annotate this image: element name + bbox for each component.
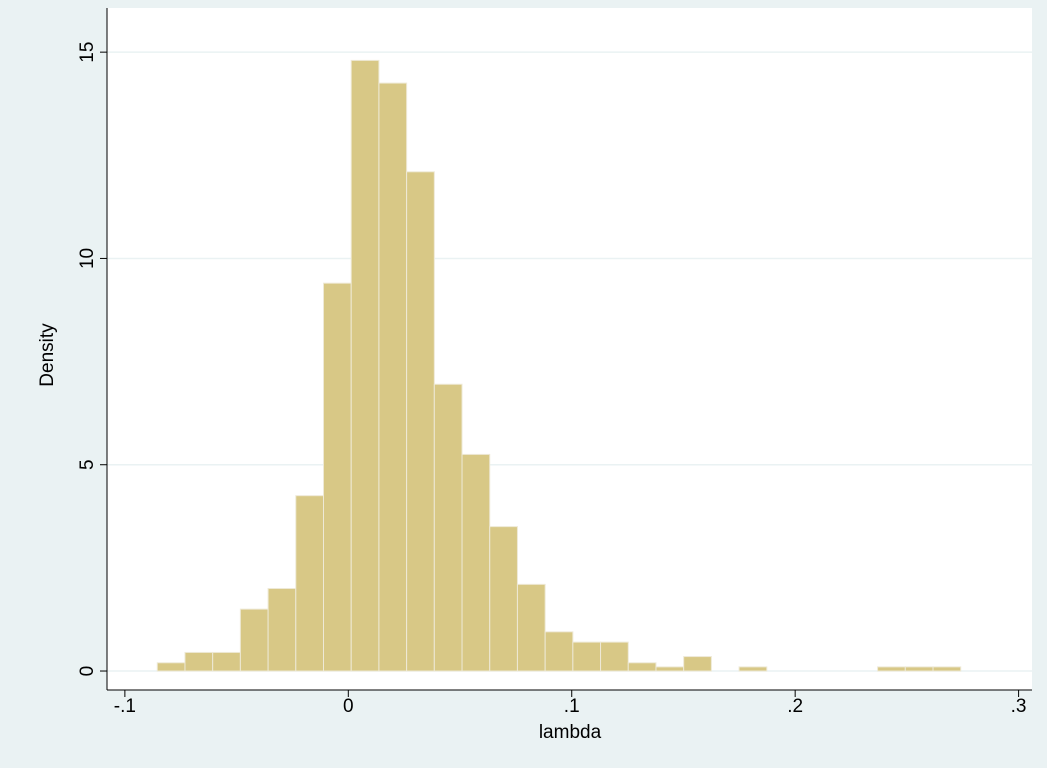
y-tick-label: 0: [77, 666, 98, 677]
y-axis-title: Density: [37, 323, 58, 387]
plot-area: [107, 8, 1032, 690]
y-tick-label: 5: [77, 459, 98, 470]
bar: [932, 666, 962, 672]
x-tick-label: .1: [564, 696, 580, 717]
bar: [904, 666, 934, 672]
x-tick-label: -.1: [114, 696, 136, 717]
x-tick-label: .2: [787, 696, 803, 717]
bar: [655, 666, 685, 672]
bar: [267, 588, 297, 672]
x-tick-label: 0: [343, 696, 354, 717]
bar: [461, 453, 491, 672]
bar: [572, 641, 602, 672]
bar: [738, 666, 768, 672]
x-axis-title: lambda: [539, 722, 602, 743]
bar: [433, 383, 463, 672]
bar: [156, 662, 186, 672]
bar: [212, 651, 241, 672]
bar: [295, 495, 325, 672]
bar: [489, 526, 518, 672]
y-tick-label: 15: [77, 42, 98, 63]
bar: [516, 583, 546, 672]
bar: [544, 631, 574, 672]
bar: [406, 171, 435, 672]
x-tick-label: .3: [1011, 696, 1027, 717]
bar: [323, 282, 352, 672]
bar: [378, 82, 408, 672]
bar: [683, 656, 712, 672]
bar: [600, 641, 629, 672]
bar: [350, 59, 380, 672]
bar: [184, 651, 214, 672]
bar: [877, 666, 906, 672]
y-tick-label: 10: [77, 248, 98, 269]
bar: [239, 608, 269, 672]
bar: [627, 662, 657, 672]
